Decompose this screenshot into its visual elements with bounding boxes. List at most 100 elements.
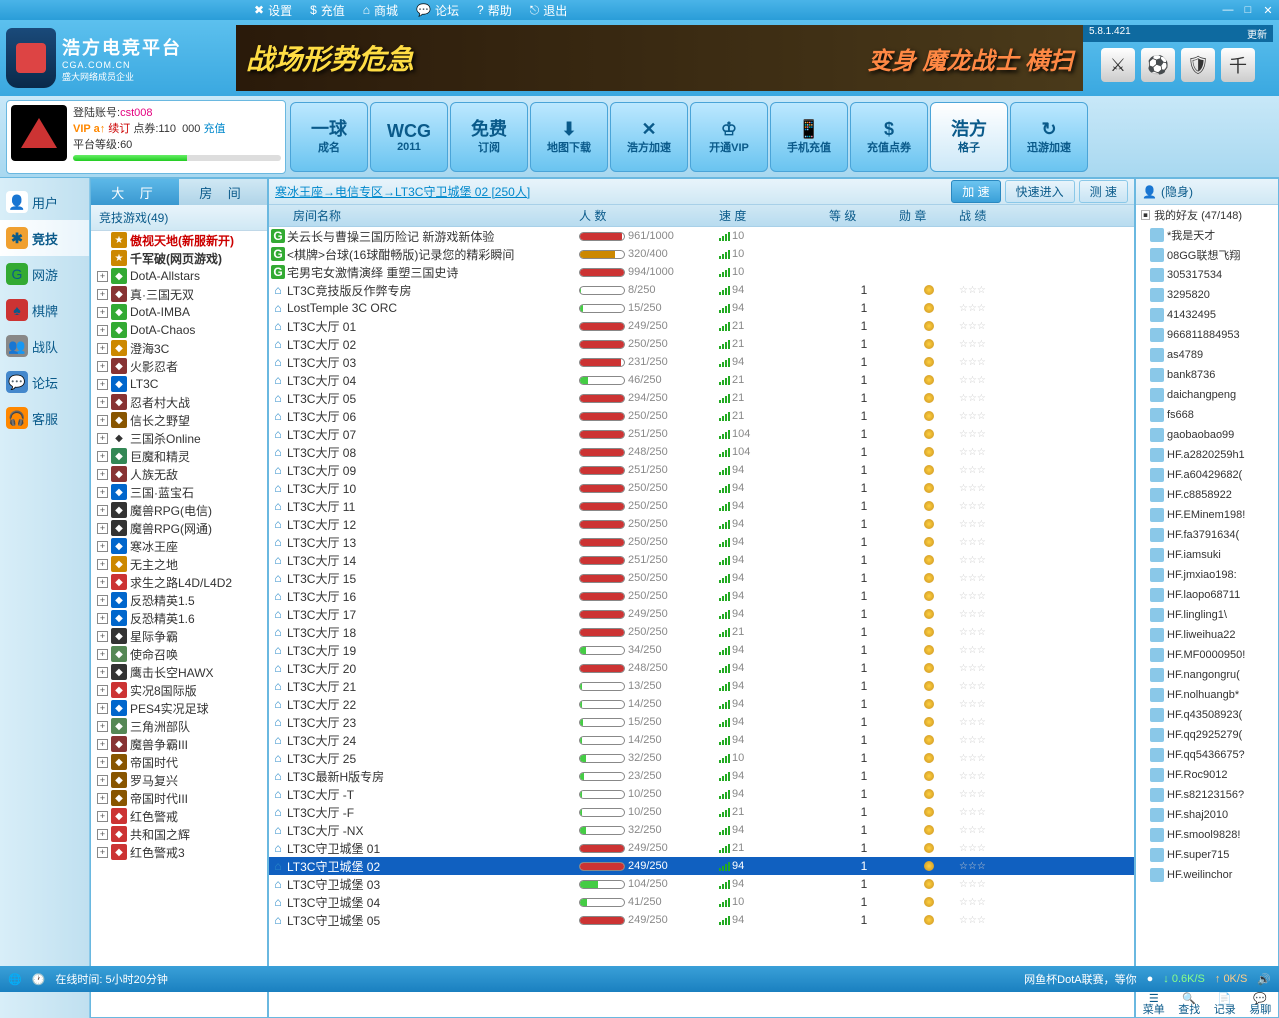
friend-row[interactable]: HF.shaj2010 — [1136, 805, 1278, 825]
friend-row[interactable]: HF.fa3791634( — [1136, 525, 1278, 545]
tree-item[interactable]: ★千军破(网页游戏) — [91, 249, 267, 267]
nav-竞技[interactable]: ✱竞技 — [0, 220, 89, 256]
speaker-icon[interactable]: 🔊 — [1257, 973, 1271, 986]
col-speed[interactable]: 速 度 — [719, 207, 829, 224]
friends-list[interactable]: *我是天才08GG联想飞翔305317534329582041432495966… — [1136, 225, 1278, 991]
tree-item[interactable]: +◆星际争霸 — [91, 627, 267, 645]
tree-item[interactable]: +◆忍者村大战 — [91, 393, 267, 411]
game-tree[interactable]: ★傲视天地(新服新开)★千军破(网页游戏)+◆DotA-Allstars+◆真·… — [91, 231, 267, 1017]
update-link[interactable]: 更新 — [1247, 26, 1267, 41]
top-menu-充值[interactable]: $充值 — [310, 2, 345, 19]
room-row[interactable]: ⌂LT3C大厅 0446/250211☆☆☆ — [269, 371, 1134, 389]
tree-item[interactable]: +◆罗马复兴 — [91, 771, 267, 789]
tree-item[interactable]: +◆巨魔和精灵 — [91, 447, 267, 465]
tree-item[interactable]: +◆三角洲部队 — [91, 717, 267, 735]
tree-item[interactable]: +◆无主之地 — [91, 555, 267, 573]
room-row[interactable]: ⌂LT3C大厅 10250/250941☆☆☆ — [269, 479, 1134, 497]
room-row[interactable]: G<棋牌>台球(16球酣畅版)记录您的精彩瞬间320/40010 — [269, 245, 1134, 263]
tree-item[interactable]: +◆反恐精英1.6 — [91, 609, 267, 627]
room-row[interactable]: ⌂LT3C大厅 -NX32/250941☆☆☆ — [269, 821, 1134, 839]
friend-row[interactable]: as4789 — [1136, 345, 1278, 365]
room-row[interactable]: ⌂LT3C大厅 2113/250941☆☆☆ — [269, 677, 1134, 695]
accelerate-button[interactable]: 加 速 — [951, 180, 1000, 203]
col-room-name[interactable]: 房间名称 — [269, 207, 579, 224]
launch-2011[interactable]: WCG2011 — [370, 102, 448, 172]
nav-网游[interactable]: G网游 — [0, 256, 89, 292]
room-row[interactable]: ⌂LT3C大厅 2414/250941☆☆☆ — [269, 731, 1134, 749]
friend-row[interactable]: 305317534 — [1136, 265, 1278, 285]
tree-item[interactable]: +◆使命召唤 — [91, 645, 267, 663]
room-row[interactable]: ⌂LT3C大厅 15250/250941☆☆☆ — [269, 569, 1134, 587]
tree-item[interactable]: +◆三国·蓝宝石 — [91, 483, 267, 501]
shortcut-icon[interactable]: 千 — [1221, 48, 1255, 82]
friend-row[interactable]: HF.c8858922 — [1136, 485, 1278, 505]
status-text[interactable]: (隐身) — [1161, 183, 1193, 200]
nav-棋牌[interactable]: ♠棋牌 — [0, 292, 89, 328]
room-row[interactable]: ⌂LT3C大厅 -F10/250211☆☆☆ — [269, 803, 1134, 821]
friend-row[interactable]: HF.iamsuki — [1136, 545, 1278, 565]
friend-row[interactable]: HF.super715 — [1136, 845, 1278, 865]
room-row[interactable]: ⌂LT3C守卫城堡 02249/250941☆☆☆ — [269, 857, 1134, 875]
tree-item[interactable]: +◆共和国之辉 — [91, 825, 267, 843]
friend-row[interactable]: bank8736 — [1136, 365, 1278, 385]
friend-row[interactable]: HF.smool9828! — [1136, 825, 1278, 845]
room-row[interactable]: ⌂LT3C大厅 -T10/250941☆☆☆ — [269, 785, 1134, 803]
friend-row[interactable]: daichangpeng — [1136, 385, 1278, 405]
room-row[interactable]: ⌂LT3C大厅 1934/250941☆☆☆ — [269, 641, 1134, 659]
room-row[interactable]: ⌂LT3C大厅 2214/250941☆☆☆ — [269, 695, 1134, 713]
room-row[interactable]: ⌂LT3C大厅 2532/250101☆☆☆ — [269, 749, 1134, 767]
room-row[interactable]: ⌂LT3C大厅 20248/250941☆☆☆ — [269, 659, 1134, 677]
tree-item[interactable]: +◆DotA-Allstars — [91, 267, 267, 285]
friend-row[interactable]: gaobaobao99 — [1136, 425, 1278, 445]
friends-group[interactable]: ▣ 我的好友 (47/148) — [1136, 205, 1278, 225]
friend-row[interactable]: HF.Roc9012 — [1136, 765, 1278, 785]
tab-lobby[interactable]: 大 厅 — [91, 179, 179, 205]
status-icon[interactable]: 👤 — [1142, 185, 1157, 199]
tab-room[interactable]: 房 间 — [179, 179, 267, 205]
top-menu-论坛[interactable]: 💬论坛 — [416, 2, 459, 19]
friend-row[interactable]: HF.nolhuangb* — [1136, 685, 1278, 705]
room-list[interactable]: G关云长与曹操三国历险记 新游戏新体验961/100010G<棋牌>台球(16球… — [269, 227, 1134, 1017]
top-menu-商城[interactable]: ⌂商城 — [363, 2, 398, 19]
room-row[interactable]: ⌂LT3C大厅 14251/250941☆☆☆ — [269, 551, 1134, 569]
col-medal[interactable]: 勋 章 — [899, 207, 959, 224]
top-menu-帮助[interactable]: ?帮助 — [477, 2, 512, 19]
tree-item[interactable]: +◆红色警戒 — [91, 807, 267, 825]
tree-item[interactable]: +◆鹰击长空HAWX — [91, 663, 267, 681]
friend-row[interactable]: HF.q43508923( — [1136, 705, 1278, 725]
tree-item[interactable]: +◆红色警戒3 — [91, 843, 267, 861]
friend-row[interactable]: 41432495 — [1136, 305, 1278, 325]
renew-link[interactable]: 续订 — [108, 123, 130, 135]
friend-row[interactable]: HF.lingling1\ — [1136, 605, 1278, 625]
friend-row[interactable]: HF.qq2925279( — [1136, 725, 1278, 745]
room-row[interactable]: ⌂LT3C大厅 12250/250941☆☆☆ — [269, 515, 1134, 533]
friend-row[interactable]: HF.MF0000950! — [1136, 645, 1278, 665]
room-row[interactable]: ⌂LT3C竞技版反作弊专房8/250941☆☆☆ — [269, 281, 1134, 299]
friend-row[interactable]: HF.laopo68711 — [1136, 585, 1278, 605]
friend-row[interactable]: *我是天才 — [1136, 225, 1278, 245]
room-row[interactable]: ⌂LT3C大厅 02250/250211☆☆☆ — [269, 335, 1134, 353]
maximize-icon[interactable]: □ — [1241, 3, 1255, 17]
tree-item[interactable]: +◆DotA-Chaos — [91, 321, 267, 339]
tree-item[interactable]: +◆三国杀Online — [91, 429, 267, 447]
breadcrumb[interactable]: 寒冰王座→电信专区→LT3C守卫城堡 02 [250人] — [275, 183, 530, 200]
room-row[interactable]: ⌂LT3C大厅 16250/250941☆☆☆ — [269, 587, 1134, 605]
tree-item[interactable]: +◆魔兽RPG(网通) — [91, 519, 267, 537]
tree-item[interactable]: +◆寒冰王座 — [91, 537, 267, 555]
tree-item[interactable]: +◆火影忍者 — [91, 357, 267, 375]
tree-item[interactable]: +◆DotA-IMBA — [91, 303, 267, 321]
room-row[interactable]: ⌂LT3C大厅 13250/250941☆☆☆ — [269, 533, 1134, 551]
friend-row[interactable]: HF.nangongru( — [1136, 665, 1278, 685]
tree-item[interactable]: ★傲视天地(新服新开) — [91, 231, 267, 249]
friend-row[interactable]: 966811884953 — [1136, 325, 1278, 345]
room-row[interactable]: ⌂LT3C大厅 06250/250211☆☆☆ — [269, 407, 1134, 425]
friend-row[interactable]: fs668 — [1136, 405, 1278, 425]
room-row[interactable]: ⌂LT3C守卫城堡 01249/250211☆☆☆ — [269, 839, 1134, 857]
nav-论坛[interactable]: 💬论坛 — [0, 364, 89, 400]
room-row[interactable]: ⌂LT3C大厅 07251/2501041☆☆☆ — [269, 425, 1134, 443]
room-row[interactable]: G宅男宅女激情演绎 重塑三国史诗994/100010 — [269, 263, 1134, 281]
friend-row[interactable]: HF.a60429682( — [1136, 465, 1278, 485]
user-avatar[interactable] — [11, 105, 67, 161]
shortcut-icon[interactable]: ⚽ — [1141, 48, 1175, 82]
room-row[interactable]: ⌂LT3C大厅 2315/250941☆☆☆ — [269, 713, 1134, 731]
